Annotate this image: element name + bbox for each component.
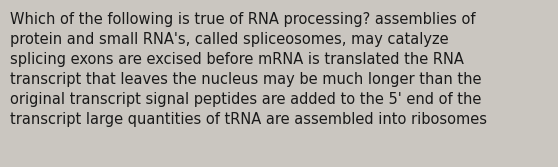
- Text: Which of the following is true of RNA processing? assemblies of
protein and smal: Which of the following is true of RNA pr…: [10, 12, 487, 127]
